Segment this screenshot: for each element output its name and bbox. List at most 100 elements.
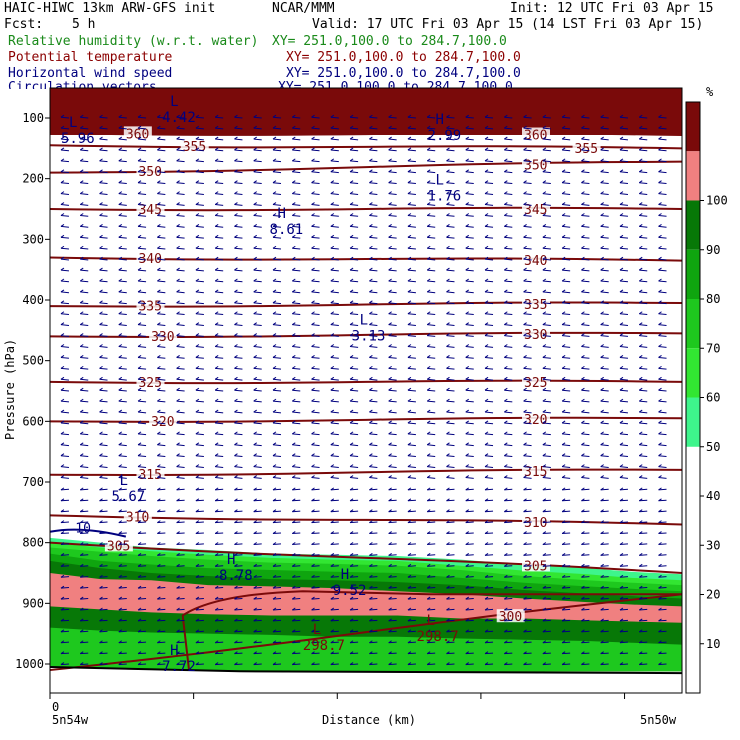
vector [350,138,359,141]
vector [195,269,204,272]
vector-head [542,344,547,347]
vector [484,411,494,414]
vector [176,324,185,326]
vector [253,630,262,633]
vector [118,455,127,458]
vector-head [118,651,123,655]
vector-head [311,223,315,227]
vector-head [176,136,180,140]
vector [350,160,359,163]
vector-head [388,234,392,238]
vector-head [581,563,585,567]
vector [658,367,667,370]
vector [465,597,474,600]
colorbar-tick-label: 70 [706,341,720,355]
vector-head [195,311,200,315]
vector [99,236,108,239]
vector [157,400,166,403]
vector-head [272,114,277,118]
vector [330,532,339,535]
vector-head [253,125,257,129]
vector [272,182,282,185]
vector [523,378,532,381]
vector-head [523,191,527,195]
vector-head [426,333,431,337]
vector [427,346,436,348]
vector-head [407,169,412,173]
vector-head [523,651,527,655]
vector-head [446,662,450,666]
vector [311,400,320,403]
vector [407,477,416,479]
vector-head [407,158,412,162]
vector-head [60,278,65,282]
vector [80,367,89,370]
vector [427,521,436,524]
vector-head [272,607,277,611]
vector-head [581,322,585,326]
vector [562,597,571,600]
vector-head [523,640,527,644]
vector-head [600,640,604,644]
vector-head [388,245,392,249]
vector-head [619,629,624,633]
vector [523,532,532,535]
vector [253,193,262,195]
vector [600,182,609,185]
vector [272,543,282,545]
vector [138,356,147,359]
vector-head [388,442,392,446]
vector-head [388,387,392,391]
vector-head [407,278,412,282]
vector [215,269,224,272]
vector-head [581,213,585,216]
vector-head [176,267,180,271]
vector-head [311,136,315,140]
vector [311,204,320,206]
vector [99,280,108,283]
vector [658,554,667,556]
colorbar-tick-label: 50 [706,440,720,454]
vector [581,149,590,152]
vector [542,258,551,261]
vector-head [426,344,431,347]
vector-head [369,618,373,622]
vector [523,389,532,392]
vector [157,127,166,130]
vector-head [388,180,392,184]
vector-head [523,596,527,600]
vector-head [658,453,662,457]
theta-label-310: 310 [126,510,149,525]
vector-head [272,344,277,347]
vector-head [99,409,103,413]
vector-head [542,563,547,567]
vector [484,160,494,163]
vector-head [581,147,585,151]
vector-head [369,607,373,611]
vector [562,422,571,425]
vector [562,149,571,152]
vector-head [195,300,200,304]
vector-head [157,542,161,545]
vector-head [272,387,277,391]
vector [619,565,629,567]
vector [215,236,224,239]
vector-head [291,300,296,304]
vector [465,171,474,174]
vector-head [542,311,547,315]
vector [523,280,532,283]
vector-head [484,344,489,347]
theta-label-bg [149,328,178,342]
vector [407,302,416,305]
vector [639,313,648,316]
vector-head [99,520,103,524]
vector [465,510,474,513]
vector-head [388,552,392,556]
vector [504,291,513,294]
vector [118,521,127,524]
vector [253,324,262,326]
vector [523,193,532,195]
vector-head [118,289,123,293]
vector-head [407,213,412,216]
vector-head [523,376,527,380]
